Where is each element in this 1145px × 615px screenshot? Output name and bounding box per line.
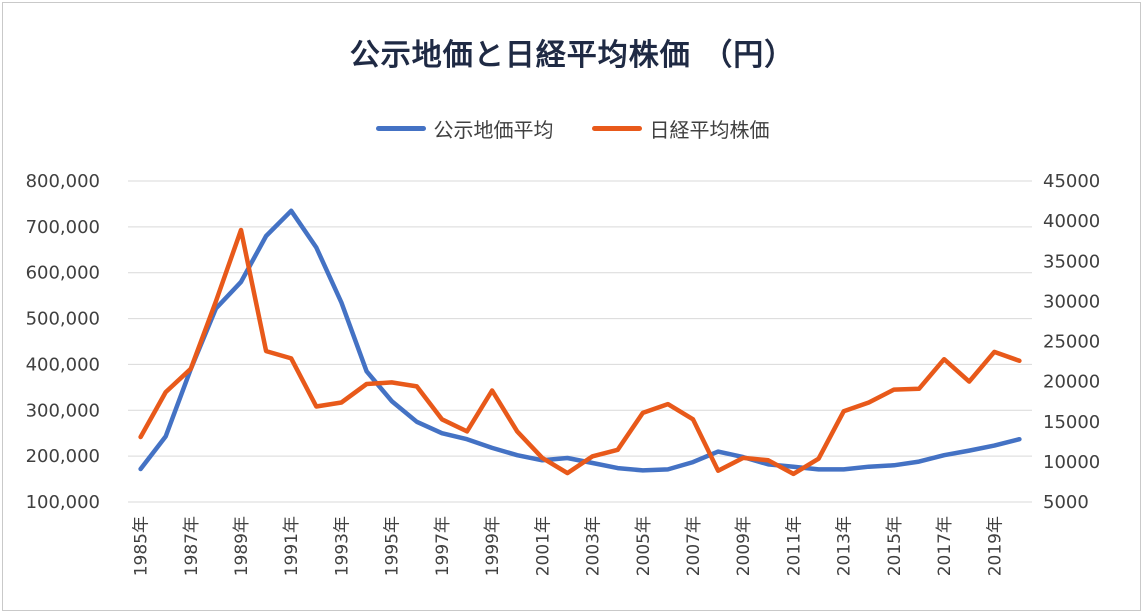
y-axis-left: 100,000 200,000 300,000 400,000 500,000 600,0… [26,171,100,513]
y-right-tick-label: 45000 [1043,171,1100,192]
x-tick-label: 2019年 [985,516,1005,576]
y-left-tick-label: 100,000 [26,492,100,513]
x-tick-label: 2001年 [533,516,553,576]
y-left-tick-label: 700,000 [26,217,100,238]
y-right-tick-label: 5000 [1043,492,1089,513]
x-tick-label: 1993年 [332,516,352,576]
x-tick-label: 2017年 [935,516,955,576]
x-tick-label: 2003年 [584,516,604,576]
x-tick-label: 2009年 [734,516,754,576]
x-tick-label: 2015年 [885,516,905,576]
gridlines [128,180,1032,503]
y-right-tick-label: 20000 [1043,372,1100,393]
y-left-tick-label: 300,000 [26,400,100,421]
x-tick-label: 1987年 [182,516,202,576]
legend-swatch-nikkei [591,126,642,131]
y-axis-right: 5000 10000 15000 20000 25000 30000 35000 40000 4… [1043,171,1100,513]
y-right-tick-label: 30000 [1043,291,1100,312]
x-tick-label: 1999年 [483,516,503,576]
y-left-tick-label: 800,000 [26,171,100,192]
chart-title: 公示地価と日経平均株価 （円） [349,38,796,73]
legend-item-nikkei: 日経平均株価 [591,114,770,143]
legend: 公示地価平均 日経平均株価 [0,114,1145,143]
y-right-tick-label: 15000 [1043,412,1100,433]
y-left-tick-label: 600,000 [26,263,100,284]
y-right-tick-label: 25000 [1043,332,1100,353]
y-left-tick-label: 500,000 [26,309,100,330]
y-left-tick-label: 200,000 [26,446,100,467]
y-right-tick-label: 10000 [1043,452,1100,473]
legend-label-nikkei: 日経平均株価 [649,118,770,142]
x-tick-label: 2013年 [835,516,855,576]
legend-swatch-land-price [375,126,426,131]
x-tick-label: 1997年 [433,516,453,576]
y-right-tick-label: 40000 [1043,211,1100,232]
x-tick-label: 1985年 [132,516,152,576]
x-tick-label: 1989年 [232,516,252,576]
series-line-nikkei [138,227,1022,477]
x-tick-label: 2005年 [634,516,654,576]
series-line-land-price [138,208,1022,473]
x-tick-label: 2007年 [684,516,704,576]
legend-label-land-price: 公示地価平均 [433,118,554,142]
series-lines [138,208,1022,477]
x-tick-label: 1991年 [282,516,302,576]
legend-item-land-price: 公示地価平均 [375,114,554,143]
x-axis: 1985年 1987年 1989年 1991年 1993年 1995年 1997年 1999年… [132,516,1006,576]
x-tick-label: 1995年 [383,516,403,576]
y-left-tick-label: 400,000 [26,354,100,375]
y-right-tick-label: 35000 [1043,251,1100,272]
x-tick-label: 2011年 [784,516,804,576]
